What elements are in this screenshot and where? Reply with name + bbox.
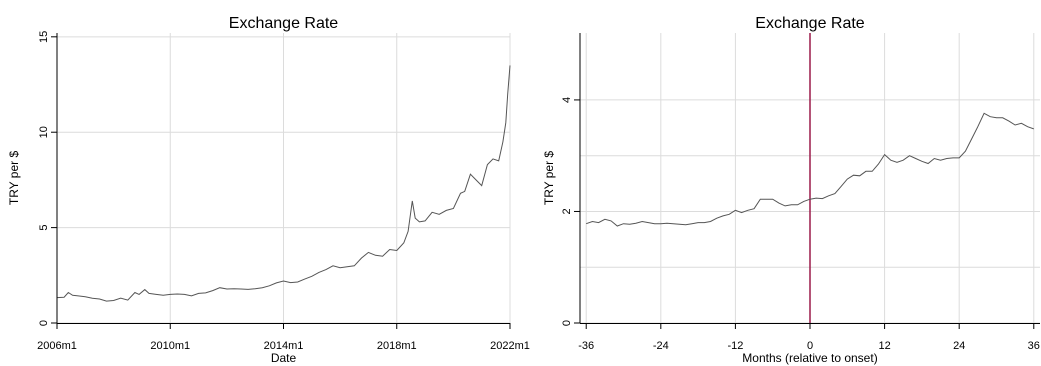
y-tick-label: 0 <box>561 320 573 326</box>
x-tick-label: 2018m1 <box>377 340 417 352</box>
x-tick-label: 2022m1 <box>490 340 530 352</box>
x-tick-label: 2010m1 <box>150 340 190 352</box>
series-line <box>586 112 1034 227</box>
x-tick-label: 0 <box>807 340 813 352</box>
x-tick-label: 36 <box>1028 340 1040 352</box>
y-axis-label: TRY per $ <box>7 151 21 206</box>
x-tick-label: -36 <box>578 340 594 352</box>
y-tick-label: 10 <box>38 126 50 138</box>
chart-title: Exchange Rate <box>229 15 339 32</box>
y-tick-label: 2 <box>561 208 573 214</box>
y-tick-label: 0 <box>38 320 50 326</box>
y-tick-label: 15 <box>38 31 50 43</box>
y-tick-label: 4 <box>561 97 573 103</box>
x-tick-label: 12 <box>878 340 890 352</box>
y-tick-label: 5 <box>38 225 50 231</box>
chart-title: Exchange Rate <box>755 15 865 32</box>
x-tick-label: -24 <box>653 340 669 352</box>
x-tick-label: 2006m1 <box>37 340 77 352</box>
x-tick-label: 24 <box>953 340 965 352</box>
chart-panel-1: 2006m1 2010m1 2014m1 2018m1 2022m1 0 5 10 15 Exch… <box>7 15 530 365</box>
x-axis-label: Date <box>271 351 297 365</box>
x-axis-label: Months (relative to onset) <box>742 351 877 365</box>
x-tick-label: 2014m1 <box>264 340 304 352</box>
y-axis-label: TRY per $ <box>542 151 556 206</box>
x-tick-label: -12 <box>727 340 743 352</box>
series-line <box>56 65 511 302</box>
